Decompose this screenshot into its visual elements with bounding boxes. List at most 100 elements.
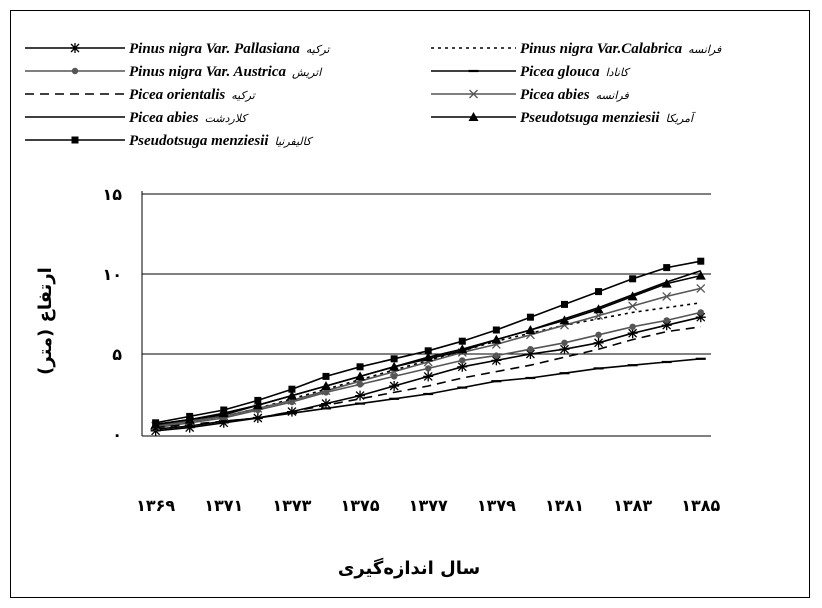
plot-area — [150, 257, 706, 436]
data-point — [220, 406, 228, 414]
legend-series-name: Pseudotsuga menziesii — [129, 133, 269, 149]
data-point — [561, 339, 568, 346]
data-point — [697, 257, 705, 265]
legend-series-name: Picea abies — [129, 110, 199, 126]
data-point — [629, 323, 636, 330]
data-point — [322, 372, 330, 380]
x-tick-label: ۱۳۶۹ — [136, 496, 175, 515]
legend-entry: Pinus nigra Var. Austrica اتریش — [25, 64, 323, 80]
data-point — [595, 331, 602, 338]
series-line — [155, 302, 701, 427]
y-tick-label: ۱۵ — [102, 185, 122, 204]
data-point — [254, 396, 262, 404]
data-point — [184, 422, 195, 433]
legend-marker — [70, 43, 80, 53]
data-point — [218, 417, 229, 428]
legend-entry: Picea abies کلاردشت — [25, 110, 249, 126]
legend-series-name: Picea abies — [520, 87, 590, 103]
legend-marker — [469, 89, 478, 99]
series-3 — [152, 309, 704, 431]
data-point — [628, 301, 638, 311]
data-point — [491, 334, 502, 344]
data-point — [629, 275, 637, 283]
data-point — [423, 352, 434, 362]
series-line — [155, 260, 701, 424]
legend-series-origin: فرانسه — [688, 43, 722, 56]
data-point — [492, 326, 500, 334]
data-point — [186, 412, 194, 420]
legend-series-name: Pinus nigra Var.Calabrica — [520, 41, 683, 57]
legend-marker — [71, 67, 79, 75]
data-point — [493, 352, 500, 359]
data-point — [661, 278, 672, 288]
legend-series-origin: آمریکا — [666, 111, 697, 125]
data-point — [559, 315, 570, 325]
legend-entry: Pseudotsuga menziesii آمریکا — [431, 110, 697, 126]
legend-series-origin: فرانسه — [596, 89, 630, 102]
data-point — [525, 349, 536, 359]
legend: Pinus nigra Var. Pallasiana ترکیه Pinus ni… — [25, 41, 722, 149]
data-point — [593, 337, 604, 348]
legend-series-origin: اتریش — [292, 66, 323, 79]
series-8 — [150, 270, 706, 429]
data-point — [627, 328, 638, 339]
data-point — [627, 291, 638, 301]
data-point — [663, 264, 671, 272]
y-tick-label: ۱۰ — [102, 265, 122, 284]
data-point — [527, 346, 534, 353]
data-point — [152, 419, 160, 427]
data-point — [593, 304, 604, 314]
legend-entry: Pinus nigra Var.Calabrica فرانسه — [431, 41, 722, 57]
chart-svg: Pinus nigra Var. Pallasiana ترکیه Pinus ni… — [25, 41, 722, 579]
series-5 — [155, 326, 701, 429]
data-point — [661, 320, 672, 331]
x-tick-label: ۱۳۸۳ — [613, 496, 652, 515]
x-tick-label: ۱۳۷۹ — [477, 496, 516, 515]
data-point — [457, 344, 468, 354]
y-tick-label: ۰ — [112, 425, 122, 444]
data-point — [695, 312, 706, 323]
data-point — [663, 317, 670, 324]
series-line — [155, 326, 701, 429]
legend-series-name: Picea orientalis — [129, 87, 225, 103]
data-point — [390, 355, 398, 363]
data-point — [459, 357, 466, 364]
legend-series-name: Picea glouca — [520, 64, 600, 80]
data-point — [559, 344, 570, 355]
y-tick-label: ۵ — [112, 345, 122, 364]
data-point — [389, 361, 400, 371]
data-point — [662, 291, 672, 301]
legend-entry: Picea abies فرانسه — [431, 87, 629, 103]
series-9 — [152, 257, 705, 427]
legend-entry: Picea orientalis ترکیه — [25, 87, 257, 103]
x-tick-label: ۱۳۷۱ — [204, 496, 243, 515]
legend-series-origin: ترکیه — [231, 89, 257, 102]
axes — [141, 191, 711, 437]
data-point — [425, 365, 432, 372]
x-tick-label: ۱۳۸۵ — [681, 496, 720, 515]
x-axis-title: سال اندازه‌گیری — [338, 557, 480, 579]
grid-lines — [142, 193, 711, 355]
x-tick-label: ۱۳۷۳ — [272, 496, 311, 515]
data-point — [595, 288, 603, 296]
data-point — [695, 270, 706, 280]
x-tick-label: ۱۳۷۷ — [409, 496, 448, 515]
legend-entry: Picea glouca کانادا — [431, 64, 631, 80]
legend-series-name: Pinus nigra Var. Austrica — [129, 64, 287, 80]
data-point — [458, 337, 466, 345]
legend-series-name: Pseudotsuga menziesii — [520, 110, 660, 126]
legend-series-origin: کالیفرنیا — [275, 135, 314, 148]
data-point — [389, 381, 400, 391]
x-tick-label: ۱۳۷۵ — [341, 496, 380, 515]
legend-series-origin: ترکیه — [306, 43, 332, 56]
data-point — [286, 390, 297, 400]
data-point — [355, 371, 366, 381]
data-point — [560, 300, 568, 308]
x-tick-label: ۱۳۸۱ — [545, 496, 584, 515]
data-point — [252, 400, 263, 410]
data-point — [288, 385, 296, 393]
series-1 — [150, 312, 706, 436]
data-point — [491, 355, 502, 366]
legend-series-name: Pinus nigra Var. Pallasiana — [129, 41, 300, 57]
data-point — [356, 363, 364, 371]
